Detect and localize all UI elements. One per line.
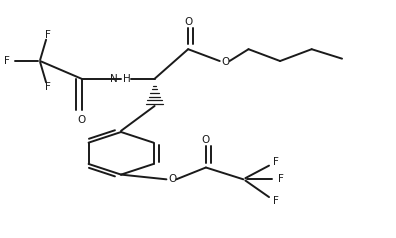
Text: F: F (4, 56, 10, 66)
Text: O: O (222, 57, 230, 67)
Text: F: F (45, 30, 51, 40)
Text: F: F (278, 174, 284, 184)
Text: O: O (78, 115, 86, 125)
Text: O: O (168, 174, 177, 184)
Text: O: O (184, 17, 192, 27)
Text: F: F (273, 157, 279, 167)
Text: F: F (45, 82, 51, 92)
Text: H: H (123, 74, 131, 84)
Text: O: O (202, 135, 210, 145)
Text: F: F (273, 196, 279, 206)
Text: N: N (110, 74, 118, 84)
